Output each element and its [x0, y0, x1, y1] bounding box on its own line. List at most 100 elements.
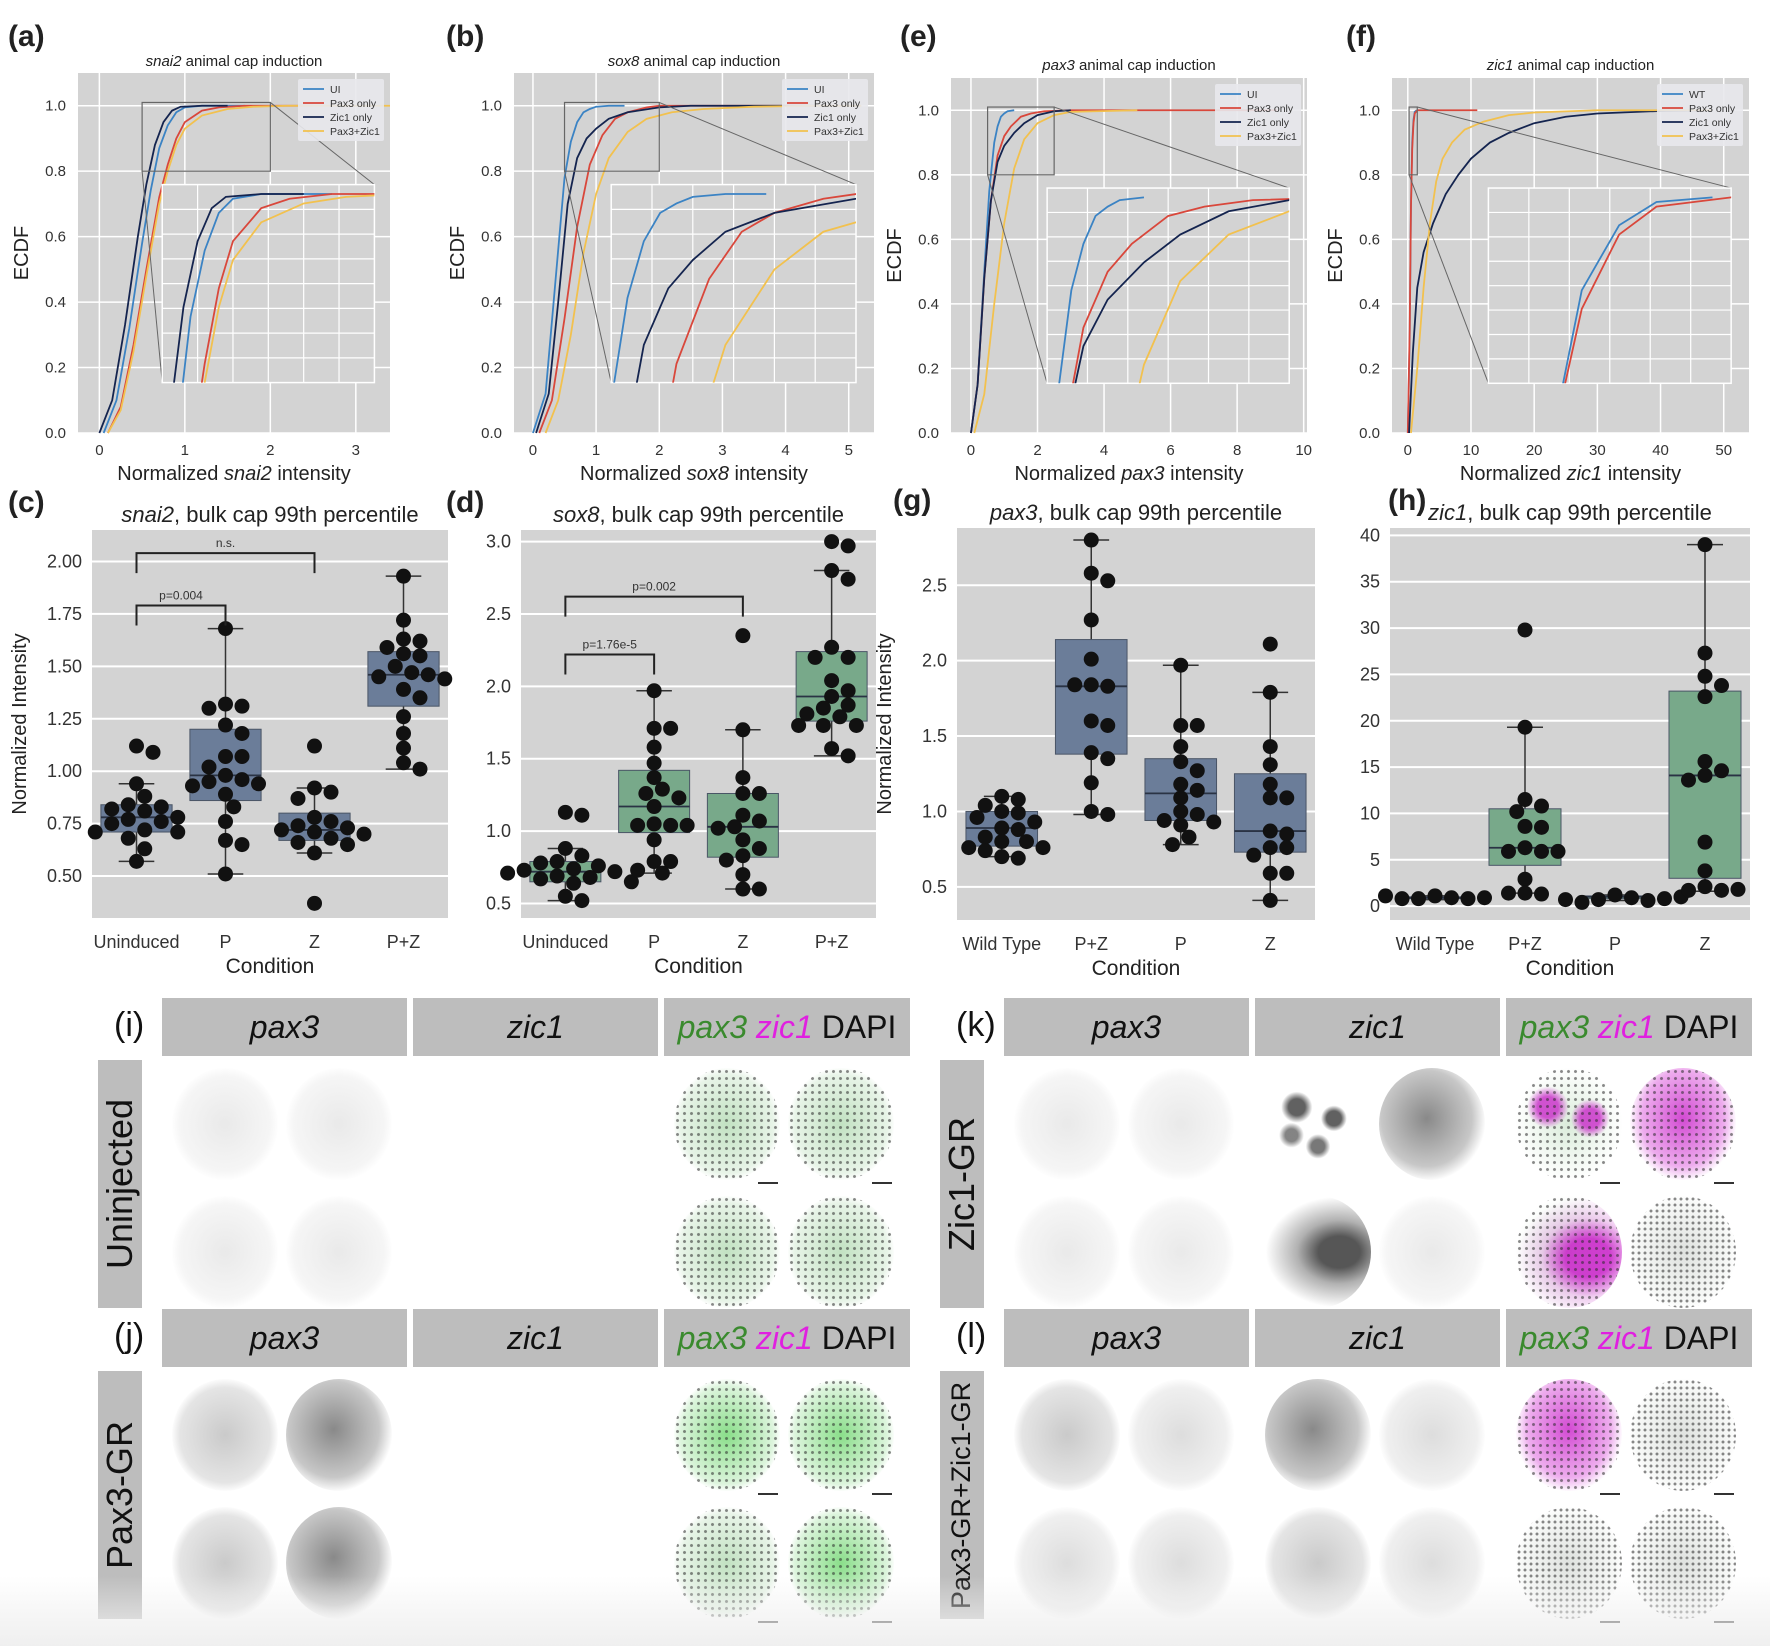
- column-header-zic1: zic1: [1255, 1309, 1500, 1367]
- data-point: [1173, 817, 1189, 833]
- cap-image: [788, 1068, 894, 1180]
- data-point: [549, 868, 565, 884]
- data-point: [1657, 891, 1672, 907]
- zoom-connector: [564, 171, 612, 383]
- data-point: [1173, 718, 1189, 734]
- data-point: [1624, 890, 1639, 906]
- data-point: [1607, 887, 1623, 903]
- data-point: [1173, 754, 1189, 770]
- legend-pax3-green: pax3: [1519, 1319, 1589, 1356]
- data-point: [1517, 719, 1533, 735]
- data-point: [1697, 863, 1713, 879]
- data-point: [437, 671, 453, 687]
- data-point: [1083, 677, 1099, 693]
- data-point: [145, 744, 161, 760]
- scale-bar: [872, 1493, 892, 1495]
- data-point: [654, 865, 670, 881]
- legend-label: Pax3 only: [1689, 103, 1736, 115]
- data-point: [840, 649, 856, 665]
- cap-image: [1128, 1196, 1234, 1308]
- bracket-label: p=0.004: [159, 589, 203, 603]
- legend-dapi: DAPI: [1654, 1319, 1739, 1356]
- series-line-zic1-only: [1408, 109, 1712, 434]
- data-point: [1517, 818, 1533, 834]
- data-point: [323, 784, 339, 800]
- inset: [161, 183, 376, 384]
- box-group: [500, 804, 639, 909]
- zoom-box: [563, 101, 660, 172]
- data-point: [751, 841, 767, 857]
- zoom-connector: [1053, 106, 1290, 189]
- data-point: [994, 820, 1010, 836]
- data-point: [1534, 886, 1549, 902]
- inset-series-line: [613, 193, 767, 383]
- x-axis-label: Normalized zic1 intensity: [1460, 463, 1681, 485]
- data-point: [1100, 678, 1116, 694]
- data-point: [218, 786, 233, 802]
- data-point: [396, 646, 411, 662]
- data-point: [623, 874, 639, 890]
- data-point: [1697, 754, 1713, 770]
- data-point: [379, 639, 395, 655]
- data-point: [671, 790, 687, 806]
- data-point: [218, 832, 233, 848]
- chart-title: snai2, bulk cap 99th percentile: [121, 502, 418, 527]
- x-axis-label: Condition: [1526, 957, 1615, 980]
- box-group: [1668, 537, 1746, 898]
- data-point: [396, 681, 411, 697]
- cap-image: [1014, 1196, 1120, 1308]
- y-tick-label: 1.0: [1359, 102, 1380, 119]
- data-point: [799, 706, 815, 722]
- data-point: [290, 818, 306, 834]
- cap-image: [1265, 1196, 1371, 1308]
- series-line-pax3-zic1: [1410, 109, 1712, 434]
- data-point: [1083, 565, 1099, 581]
- y-tick-label: 0.6: [918, 231, 939, 248]
- data-point: [290, 834, 306, 850]
- row-label: Zic1-GR: [940, 1060, 984, 1308]
- data-point: [396, 709, 411, 725]
- y-axis-label: ECDF: [11, 226, 33, 280]
- series-line-pax3-only: [1406, 109, 1478, 434]
- data-point: [1083, 775, 1099, 791]
- data-point: [977, 843, 993, 859]
- y-tick-label: 15: [1360, 757, 1380, 777]
- data-point: [1681, 772, 1696, 788]
- data-point: [404, 665, 420, 681]
- legend-label: UI: [814, 84, 825, 96]
- bottom-fade: [0, 1576, 1770, 1646]
- data-point: [1681, 882, 1696, 898]
- data-point: [1083, 612, 1099, 628]
- chart-title: snai2 animal cap induction: [146, 53, 323, 70]
- cap-image: [1128, 1379, 1234, 1491]
- box-group: [274, 738, 372, 911]
- y-tick-label: 1.25: [47, 709, 82, 729]
- data-point: [646, 832, 662, 848]
- column-header-zic1: zic1: [1255, 998, 1500, 1056]
- data-point: [153, 799, 169, 815]
- data-point: [1100, 751, 1116, 767]
- x-tick-label: 8: [1233, 442, 1241, 459]
- x-tick-label: 5: [845, 442, 853, 459]
- box-group: [1488, 622, 1566, 902]
- column-header-pax3: pax3: [1004, 998, 1249, 1056]
- data-point: [1100, 573, 1116, 589]
- chart-g: (g) pax3, bulk cap 99th percentile 0.5 1.0 1…: [874, 484, 1315, 980]
- y-tick-label: 0.4: [1359, 296, 1380, 313]
- chart-title: pax3 animal cap induction: [1041, 57, 1215, 74]
- x-tick-label: 1: [181, 442, 189, 459]
- data-point: [340, 837, 355, 853]
- data-point: [396, 755, 411, 771]
- data-point: [1509, 804, 1525, 820]
- data-point: [1262, 776, 1278, 792]
- cap-image: [286, 1068, 392, 1180]
- panel-letter: (f): [1346, 20, 1376, 53]
- y-tick-label: 1.0: [922, 801, 947, 821]
- y-tick-label: 30: [1360, 618, 1380, 638]
- legend-dapi: DAPI: [1654, 1008, 1739, 1045]
- data-point: [1534, 843, 1549, 859]
- y-tick-label: 0.0: [1359, 425, 1380, 442]
- cap-image: [788, 1379, 894, 1491]
- data-point: [201, 759, 217, 775]
- data-point: [735, 867, 751, 883]
